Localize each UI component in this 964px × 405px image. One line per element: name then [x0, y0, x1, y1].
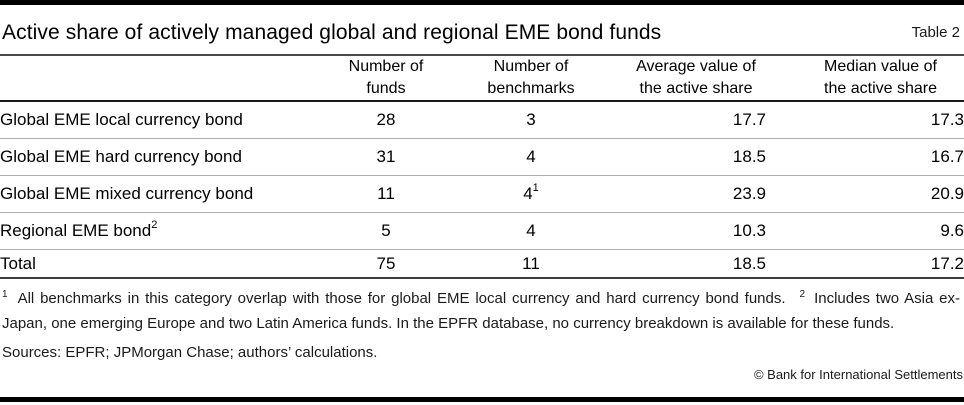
active-share-table: Number of funds Number of benchmarks Ave…: [0, 56, 964, 279]
table-number-label: Table 2: [911, 24, 960, 41]
funds-value: 11: [336, 175, 436, 213]
footnotes-paragraph: 1 All benchmarks in this category overlap…: [0, 279, 964, 336]
footnote-ref-2: 2: [151, 219, 158, 232]
table-row: Regional EME bond2 5 4 10.3 9.6: [0, 212, 964, 250]
benchmarks-number: 3: [526, 110, 536, 129]
header-row: Number of funds Number of benchmarks Ave…: [0, 56, 964, 102]
row-label: Global EME local currency bond: [0, 101, 336, 139]
row-label: Total: [0, 249, 336, 279]
bottom-border-rule: [0, 397, 964, 402]
row-label-text: Global EME hard currency bond: [0, 147, 242, 166]
row-label-text: Total: [0, 253, 36, 273]
benchmarks-value: 3: [436, 101, 626, 139]
median-value: 17.2: [766, 249, 964, 279]
benchmarks-value: 11: [436, 249, 626, 279]
average-value: 17.7: [626, 101, 766, 139]
benchmarks-value: 4: [436, 212, 626, 250]
median-value: 20.9: [766, 175, 964, 213]
footnote-text-1: All benchmarks in this category overlap …: [17, 290, 786, 307]
header-number-of-benchmarks: Number of benchmarks: [436, 56, 626, 102]
top-border-rule: [0, 0, 964, 5]
benchmarks-number: 4: [526, 221, 536, 240]
header-average-active-share: Average value of the active share: [626, 56, 766, 102]
row-label-text: Global EME mixed currency bond: [0, 184, 254, 203]
row-label-text: Global EME local currency bond: [0, 110, 243, 129]
footnote-ref-1: 1: [532, 182, 539, 195]
table-total-row: Total 75 11 18.5 17.2: [0, 249, 964, 279]
header-number-of-funds: Number of funds: [336, 56, 436, 102]
header-line: Number of: [493, 58, 569, 75]
table-row: Global EME hard currency bond 31 4 18.5 …: [0, 138, 964, 176]
header-line: the active share: [639, 80, 753, 97]
row-label-text: Regional EME bond: [0, 221, 152, 240]
header-line: Median value of: [824, 58, 937, 75]
table-title: Active share of actively managed global …: [2, 20, 662, 44]
benchmarks-number: 4: [523, 184, 533, 203]
row-label: Global EME hard currency bond: [0, 138, 336, 176]
copyright-line: © Bank for International Settlements: [753, 367, 963, 382]
header-line: Number of: [348, 58, 424, 75]
median-value: 16.7: [766, 138, 964, 176]
funds-value: 31: [336, 138, 436, 176]
funds-value: 5: [336, 212, 436, 250]
funds-value: 75: [336, 249, 436, 279]
sources-line: Sources: EPFR; JPMorgan Chase; authors’ …: [2, 344, 378, 361]
header-line: funds: [366, 80, 406, 97]
table-header: Number of funds Number of benchmarks Ave…: [0, 56, 964, 102]
footnote-marker-2: 2: [799, 289, 806, 300]
benchmarks-number: 4: [526, 147, 536, 166]
row-label: Global EME mixed currency bond: [0, 175, 336, 213]
average-value: 18.5: [626, 138, 766, 176]
funds-value: 28: [336, 101, 436, 139]
footnote-marker-1: 1: [2, 289, 8, 300]
median-value: 9.6: [766, 212, 964, 250]
table-row: Global EME mixed currency bond 11 41 23.…: [0, 175, 964, 213]
header-line: benchmarks: [487, 80, 575, 97]
title-bar: Active share of actively managed global …: [0, 5, 964, 56]
header-line: the active share: [824, 80, 937, 97]
header-line: Average value of: [636, 58, 756, 75]
benchmarks-value: 41: [436, 175, 626, 213]
average-value: 23.9: [626, 175, 766, 213]
header-median-active-share: Median value of the active share: [766, 56, 964, 102]
header-empty-cell: [0, 56, 336, 102]
benchmarks-value: 4: [436, 138, 626, 176]
benchmarks-number: 11: [522, 253, 540, 273]
median-value: 17.3: [766, 101, 964, 139]
row-label: Regional EME bond2: [0, 212, 336, 250]
average-value: 18.5: [626, 249, 766, 279]
table-row: Global EME local currency bond 28 3 17.7…: [0, 101, 964, 139]
footnote-text-2: Includes two Asia ex-Japan, one emerging…: [2, 290, 960, 332]
average-value: 10.3: [626, 212, 766, 250]
